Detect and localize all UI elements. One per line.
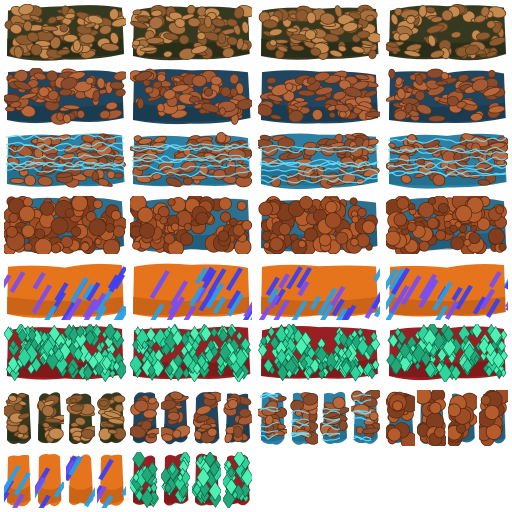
earth-rock-sprite bbox=[4, 4, 126, 61]
crystal-stripes-sprite bbox=[258, 264, 380, 320]
pillars-water-rock-sprite bbox=[351, 390, 380, 444]
pillars-2-gem-field-sprite bbox=[223, 452, 252, 508]
pillars-2-gem-field-tile-2 bbox=[161, 452, 190, 508]
pillars-water-rock-tile-1 bbox=[258, 390, 287, 446]
pillars-earth-rock-tile-2 bbox=[35, 390, 64, 446]
pillars-boulder-pile-tile-2 bbox=[417, 390, 446, 446]
pillars-2-gem-field-sprite bbox=[161, 452, 190, 506]
water-rock-tile-1 bbox=[4, 132, 126, 190]
pillars-2-gem-field-sprite bbox=[192, 452, 221, 508]
pillars-earth-rock-sprite bbox=[4, 392, 32, 444]
pillars-2-crystal-stripes-tile-4 bbox=[97, 452, 126, 508]
gem-field-tile-4 bbox=[386, 324, 508, 382]
pillars-boulder-pile-tile-3 bbox=[448, 390, 477, 446]
pillars-earth-rock-sprite bbox=[97, 392, 126, 444]
pillars-earth-rock-sprite bbox=[36, 392, 64, 444]
pillars-blue-rock-tile-2 bbox=[161, 390, 190, 446]
gem-field-sprite bbox=[386, 324, 508, 382]
water-rock-tile-4 bbox=[386, 132, 508, 190]
pillars-2-crystal-stripes-sprite bbox=[35, 453, 64, 508]
pillars-2-gem-field-tile-3 bbox=[192, 452, 221, 508]
pillars-2-crystal-stripes-tile-1 bbox=[4, 452, 33, 508]
water-rock-sprite bbox=[5, 133, 126, 188]
pillars-2-crystal-stripes-sprite bbox=[4, 454, 31, 508]
boulder-pile-sprite bbox=[386, 196, 507, 254]
pillars-boulder-pile-sprite bbox=[448, 392, 477, 446]
water-rock-sprite bbox=[386, 133, 508, 189]
pillars-boulder-pile-sprite bbox=[479, 390, 508, 446]
blue-rock-tile-3 bbox=[258, 68, 380, 126]
pillars-water-rock-sprite bbox=[320, 391, 349, 444]
blue-rock-tile-4 bbox=[386, 68, 508, 126]
pillars-2-gem-field-tile-1 bbox=[130, 452, 159, 508]
pillars-2-crystal-stripes-sprite bbox=[97, 454, 126, 508]
water-rock-sprite bbox=[130, 132, 252, 188]
gem-field-sprite bbox=[258, 324, 380, 382]
crystal-stripes-tile-1 bbox=[4, 262, 126, 320]
gem-field-tile-2 bbox=[130, 324, 252, 382]
earth-rock-sprite bbox=[386, 4, 507, 61]
pillars-boulder-pile-sprite bbox=[417, 390, 446, 446]
crystal-stripes-sprite bbox=[4, 263, 126, 320]
crystal-stripes-tile-4 bbox=[386, 262, 508, 320]
pillars-earth-rock-sprite bbox=[66, 393, 95, 445]
earth-rock-sprite bbox=[258, 4, 380, 60]
boulder-pile-sprite bbox=[130, 196, 252, 254]
blue-rock-tile-2 bbox=[130, 68, 252, 126]
pillars-earth-rock-tile-3 bbox=[66, 390, 95, 446]
pillars-2-gem-field-sprite bbox=[130, 452, 159, 508]
gem-field-sprite bbox=[4, 324, 126, 382]
pillars-2-crystal-stripes-sprite bbox=[66, 454, 95, 508]
water-rock-sprite bbox=[258, 132, 380, 190]
earth-rock-tile-1 bbox=[4, 4, 126, 62]
pillars-2-crystal-stripes-tile-3 bbox=[66, 452, 95, 508]
pillars-earth-rock-tile-4 bbox=[97, 390, 126, 446]
gem-field-tile-1 bbox=[4, 324, 126, 382]
crystal-stripes-tile-2 bbox=[130, 262, 252, 320]
pillars-water-rock-sprite bbox=[290, 392, 318, 445]
pillars-blue-rock-sprite bbox=[192, 391, 221, 444]
blue-rock-sprite bbox=[386, 68, 506, 124]
earth-rock-sprite bbox=[130, 4, 252, 61]
pillars-2-crystal-stripes-tile-2 bbox=[35, 452, 64, 508]
boulder-pile-tile-2 bbox=[130, 196, 252, 254]
blue-rock-tile-1 bbox=[4, 68, 126, 126]
pillars-blue-rock-tile-1 bbox=[130, 390, 159, 446]
blue-rock-sprite bbox=[4, 68, 126, 125]
pillars-water-rock-tile-3 bbox=[320, 390, 349, 446]
earth-rock-tile-4 bbox=[386, 4, 508, 62]
boulder-pile-tile-3 bbox=[258, 196, 380, 254]
pillars-boulder-pile-tile-4 bbox=[479, 390, 508, 446]
crystal-stripes-sprite bbox=[133, 263, 252, 320]
pillars-earth-rock-tile-1 bbox=[4, 390, 33, 446]
pillars-2-gem-field-tile-4 bbox=[223, 452, 252, 508]
blue-rock-sprite bbox=[130, 68, 252, 125]
boulder-pile-tile-1 bbox=[4, 196, 126, 254]
boulder-pile-tile-4 bbox=[386, 196, 508, 254]
pillars-blue-rock-tile-3 bbox=[192, 390, 221, 446]
pillars-blue-rock-sprite bbox=[161, 391, 190, 445]
boulder-pile-sprite bbox=[258, 196, 378, 254]
blue-rock-sprite bbox=[258, 70, 380, 124]
pillars-water-rock-tile-2 bbox=[289, 390, 318, 446]
pillars-boulder-pile-tile-1 bbox=[386, 390, 415, 446]
earth-rock-tile-3 bbox=[258, 4, 380, 62]
gem-field-sprite bbox=[130, 324, 251, 382]
crystal-stripes-tile-3 bbox=[258, 262, 380, 320]
water-rock-tile-2 bbox=[130, 132, 252, 190]
crystal-stripes-sprite bbox=[386, 264, 508, 320]
pillars-water-rock-tile-4 bbox=[351, 390, 380, 446]
gem-field-tile-3 bbox=[258, 324, 380, 382]
earth-rock-tile-2 bbox=[130, 4, 252, 62]
pillars-blue-rock-tile-4 bbox=[223, 390, 252, 446]
water-rock-tile-3 bbox=[258, 132, 380, 190]
pillars-blue-rock-sprite bbox=[130, 392, 159, 444]
pillars-blue-rock-sprite bbox=[223, 393, 252, 444]
boulder-pile-sprite bbox=[4, 196, 126, 254]
pillars-water-rock-sprite bbox=[258, 392, 287, 445]
pillars-boulder-pile-sprite bbox=[386, 391, 415, 446]
